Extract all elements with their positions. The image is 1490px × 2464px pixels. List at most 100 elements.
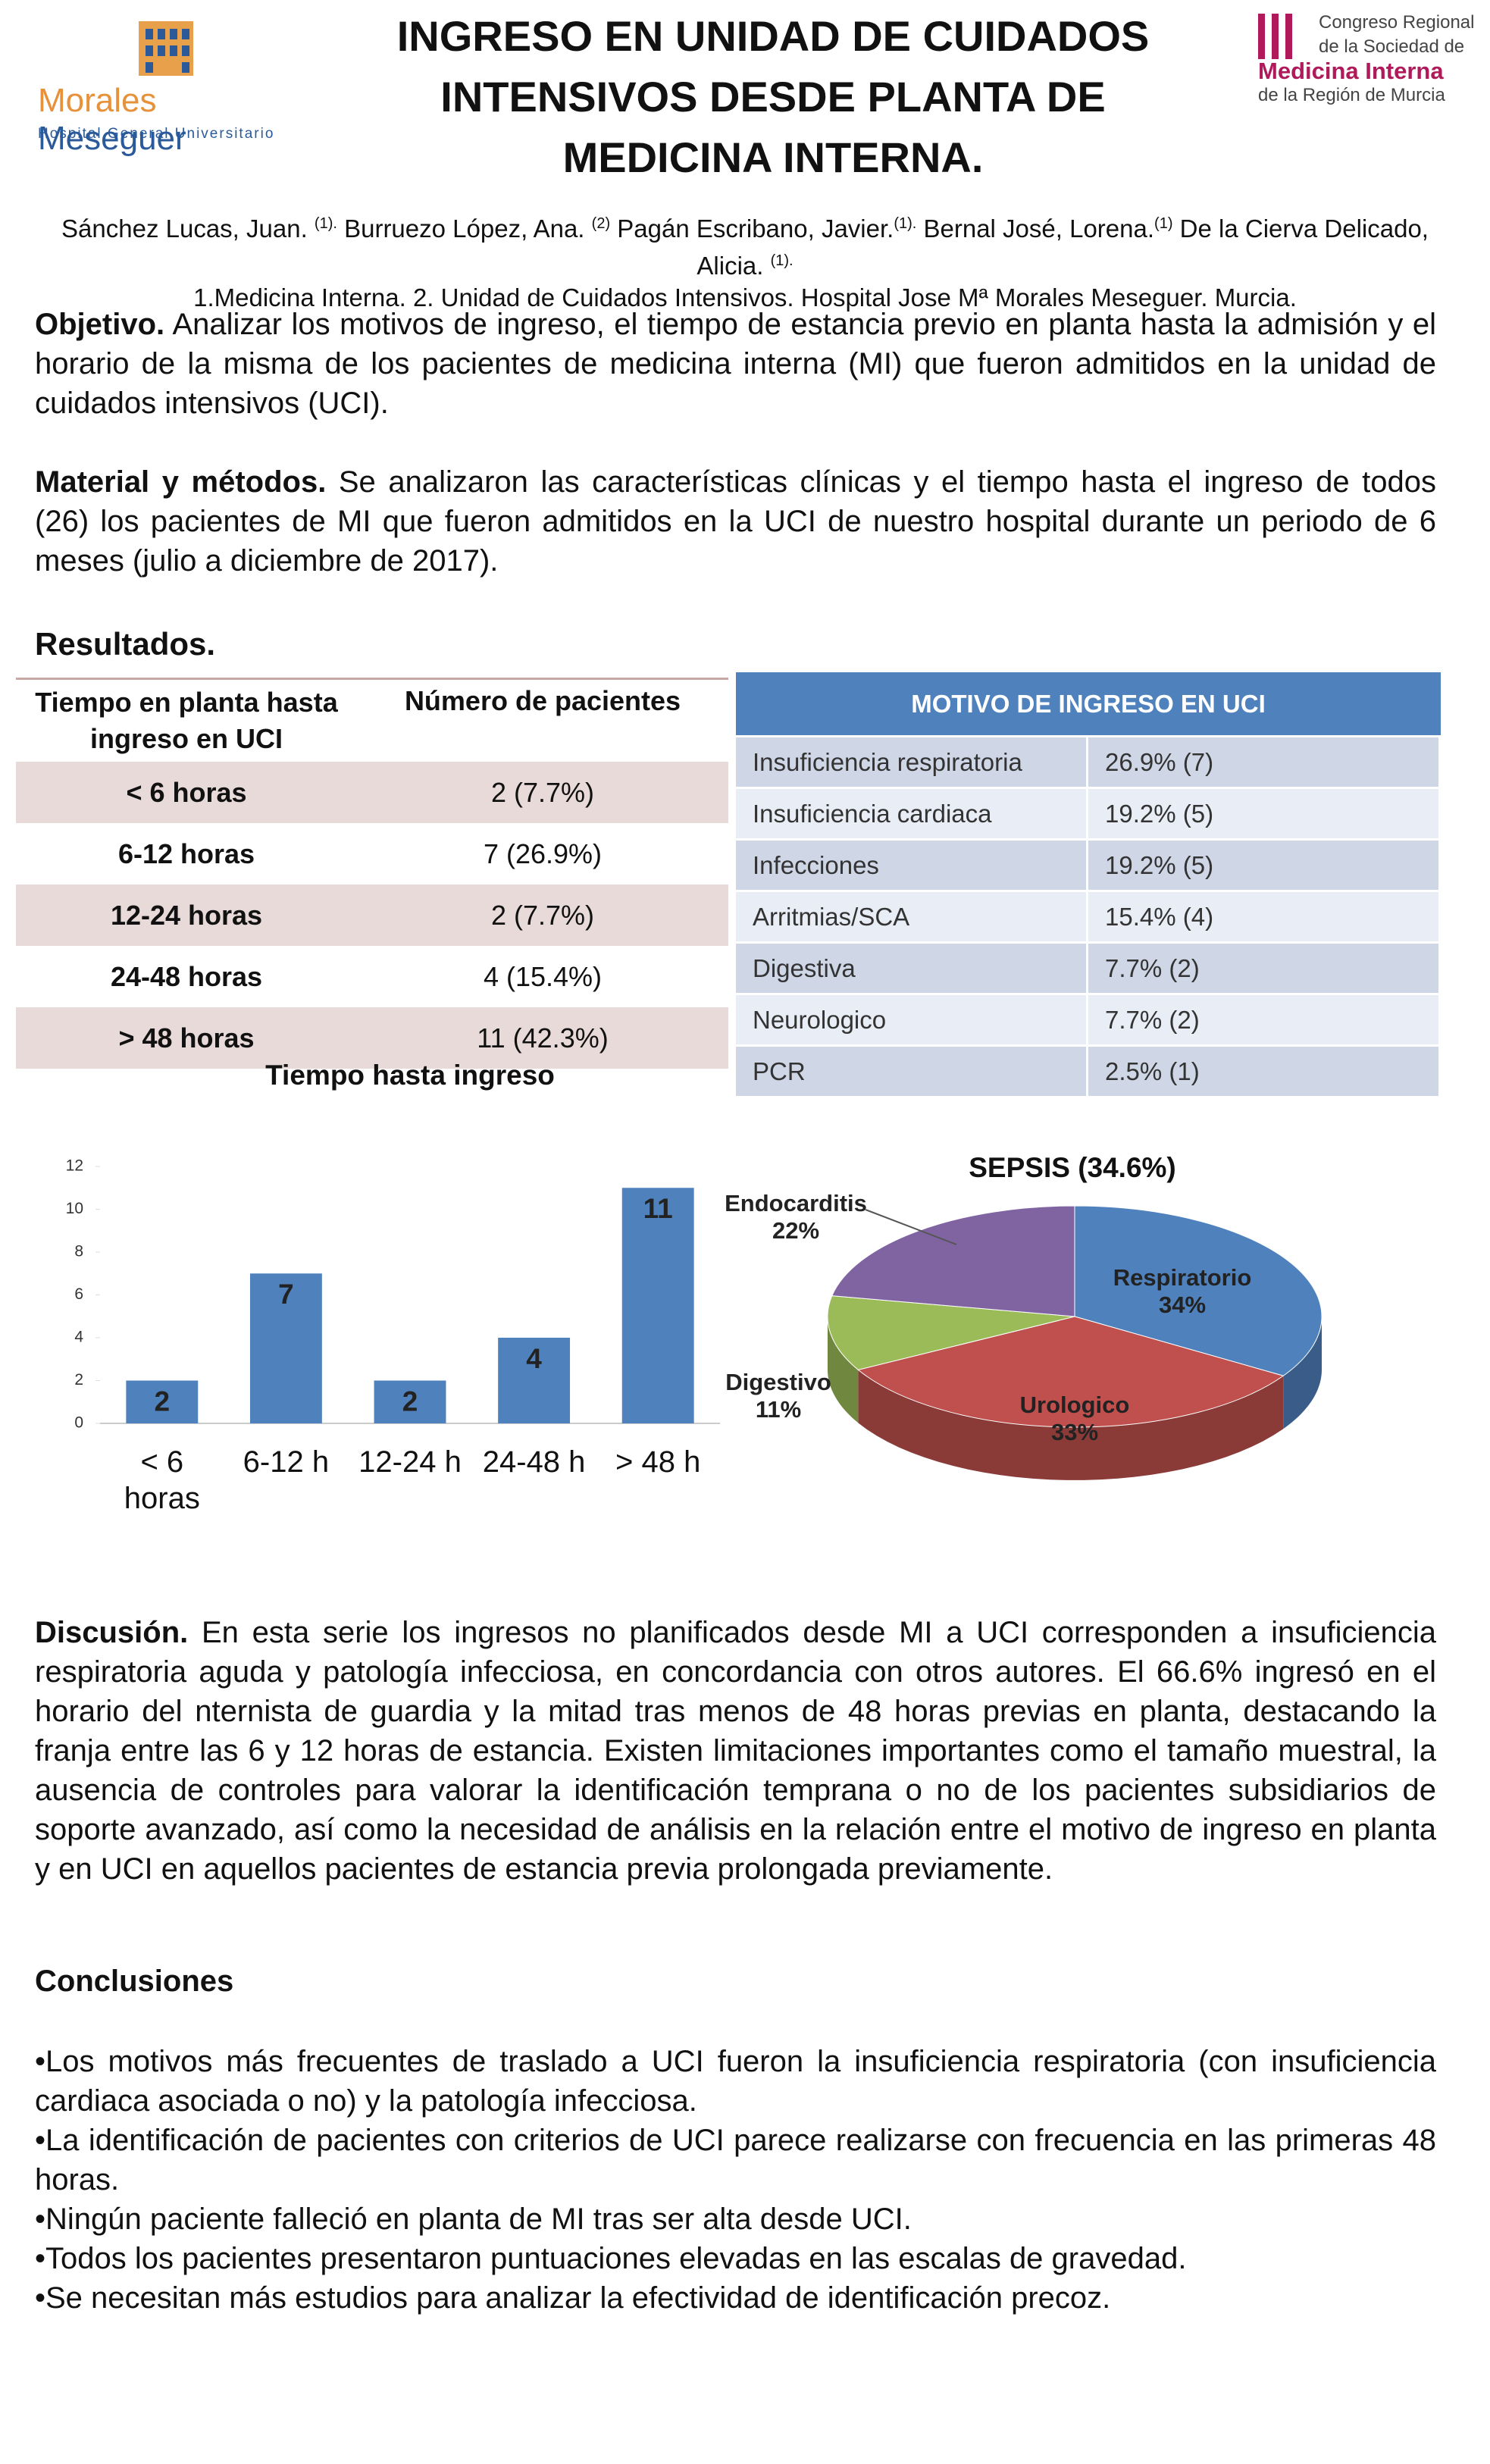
pie-value-label: 33% — [1050, 1419, 1099, 1445]
conclusions-list: •Los motivos más frecuentes de traslado … — [35, 2042, 1436, 2318]
chart-title: SEPSIS (34.6%) — [969, 1152, 1176, 1183]
table-cell: 2 (7.7%) — [357, 762, 728, 823]
table-cell: 7.7% (2) — [1088, 944, 1441, 993]
pie-label: Urologico — [1019, 1392, 1130, 1418]
logo-right-icon — [1258, 14, 1292, 59]
data-label: 11 — [643, 1193, 673, 1224]
logo-name-b: Meseguer — [38, 120, 186, 157]
section-label: Material y métodos. — [35, 465, 327, 499]
author-ref: (1). — [894, 215, 917, 232]
author-ref: (1). — [770, 252, 794, 269]
pie-side — [828, 1317, 859, 1423]
bar — [374, 1380, 446, 1423]
pie-side — [1283, 1317, 1322, 1429]
logo-line: de la Sociedad de — [1319, 36, 1465, 57]
table-cell: 19.2% (5) — [1088, 841, 1441, 890]
bullet: •Los motivos más frecuentes de traslado … — [35, 2045, 1436, 2118]
table-cell: Digestiva — [736, 944, 1088, 993]
y-tick-label: 2 — [74, 1371, 83, 1389]
table-cell: 2 (7.7%) — [357, 884, 728, 946]
table-cell: 26.9% (7) — [1088, 737, 1441, 787]
time-table: Tiempo en planta hasta ingreso en UCI Núm… — [16, 678, 728, 1069]
pie-slice — [857, 1316, 1285, 1428]
pie-label: Endocarditis — [725, 1190, 867, 1216]
pie-slice — [1074, 1205, 1323, 1376]
leader-line — [865, 1209, 957, 1245]
table-cell: 6-12 horas — [117, 838, 255, 869]
pie-side — [858, 1370, 1284, 1480]
pie-value-label: 22% — [772, 1217, 820, 1244]
x-tick-label: > 48 h — [615, 1445, 701, 1479]
author: Pagán Escribano, Javier. — [617, 214, 894, 243]
pie-label: Digestivo — [725, 1369, 831, 1395]
y-tick-label: 8 — [74, 1243, 83, 1260]
x-tick-label: 6-12 h — [243, 1445, 330, 1479]
table-cell: PCR — [736, 1047, 1088, 1096]
table-cell: > 48 horas — [16, 1007, 357, 1069]
logo-right: Congreso Regional de la Sociedad de Medi… — [1258, 11, 1490, 108]
table-cell: 2.5% (1) — [1088, 1047, 1441, 1096]
logo-line: de la Región de Murcia — [1258, 85, 1445, 105]
bullet: •Ningún paciente falleció en planta de M… — [35, 2203, 912, 2236]
bullet: •Todos los pacientes presentaron puntuac… — [35, 2242, 1187, 2275]
table-cell: Arritmias/SCA — [736, 892, 1088, 941]
table-cell: 19.2% (5) — [1088, 789, 1441, 838]
table-cell: Insuficiencia respiratoria — [736, 737, 1088, 787]
author-ref: (1) — [1154, 215, 1173, 232]
y-tick-label: 4 — [74, 1329, 83, 1346]
metodos: Material y métodos. Se analizaron las ca… — [35, 462, 1436, 581]
pie-label: Respiratorio — [1113, 1264, 1252, 1291]
table-header: Número de pacientes — [404, 685, 681, 716]
x-tick-label: 24-48 h — [482, 1445, 586, 1479]
y-tick-label: 12 — [66, 1157, 83, 1175]
authors: Sánchez Lucas, Juan. (1). Burruezo López… — [61, 208, 1429, 314]
author: Bernal José, Lorena. — [923, 214, 1155, 243]
affiliations: 1.Medicina Interna. 2. Unidad de Cuidado… — [193, 283, 1297, 312]
data-label: 4 — [526, 1343, 542, 1374]
author: De la Cierva Delicado, Alicia. — [696, 214, 1429, 280]
logo-line: Medicina Interna — [1258, 58, 1444, 84]
logo-left-icon — [139, 21, 193, 76]
author: Sánchez Lucas, Juan. — [61, 214, 308, 243]
pie-slice — [831, 1205, 1075, 1317]
section-text: En esta serie los ingresos no planificad… — [35, 1616, 1436, 1886]
objetivo: Objetivo. Analizar los motivos de ingres… — [35, 305, 1436, 423]
data-label: 2 — [402, 1385, 418, 1417]
logo-left-subtitle: Hospital General Universitario — [38, 126, 275, 142]
pie-value-label: 34% — [1158, 1291, 1207, 1318]
bar — [126, 1380, 199, 1423]
pie-slice — [827, 1295, 1075, 1370]
y-tick-label: 0 — [74, 1414, 83, 1432]
x-tick-label: < 6 horas — [124, 1445, 200, 1515]
author-ref: (1). — [314, 215, 337, 232]
bullet: •La identificación de pacientes con crit… — [35, 2124, 1436, 2196]
table-cell: 7 (26.9%) — [483, 838, 603, 869]
table-cell: 7.7% (2) — [1088, 995, 1441, 1044]
table-cell: Insuficiencia cardiaca — [736, 789, 1088, 838]
y-tick-label: 6 — [74, 1285, 83, 1303]
bar — [621, 1188, 694, 1423]
bar — [498, 1338, 571, 1423]
table-cell: < 6 horas — [16, 762, 357, 823]
chart-title: Tiempo hasta ingreso — [265, 1060, 555, 1091]
bullet: •Se necesitan más estudios para analizar… — [35, 2281, 1111, 2315]
table-cell: 4 (15.4%) — [483, 960, 603, 992]
table-cell: Neurologico — [736, 995, 1088, 1044]
section-label: Objetivo. — [35, 308, 165, 341]
author: Burruezo López, Ana. — [344, 214, 585, 243]
table-cell: 24-48 horas — [110, 960, 263, 992]
author-ref: (2) — [591, 215, 611, 232]
section-text: Analizar los motivos de ingreso, el tiem… — [35, 308, 1436, 420]
data-label: 2 — [155, 1385, 171, 1417]
section-heading: Resultados. — [35, 626, 216, 662]
data-label: 7 — [278, 1279, 294, 1310]
logo-line: Congreso Regional — [1319, 12, 1475, 33]
reasons-table: MOTIVO DE INGRESO EN UCI Insuficiencia r… — [736, 670, 1441, 1098]
poster-title: INGRESO EN UNIDAD DE CUIDADOS INTENSIVOS… — [396, 12, 1150, 181]
logo-name-a: Morales — [38, 82, 157, 119]
section-heading: Conclusiones — [35, 1965, 234, 1998]
table-cell: 15.4% (4) — [1088, 892, 1441, 941]
section-text: Se analizaron las características clínic… — [35, 465, 1436, 578]
